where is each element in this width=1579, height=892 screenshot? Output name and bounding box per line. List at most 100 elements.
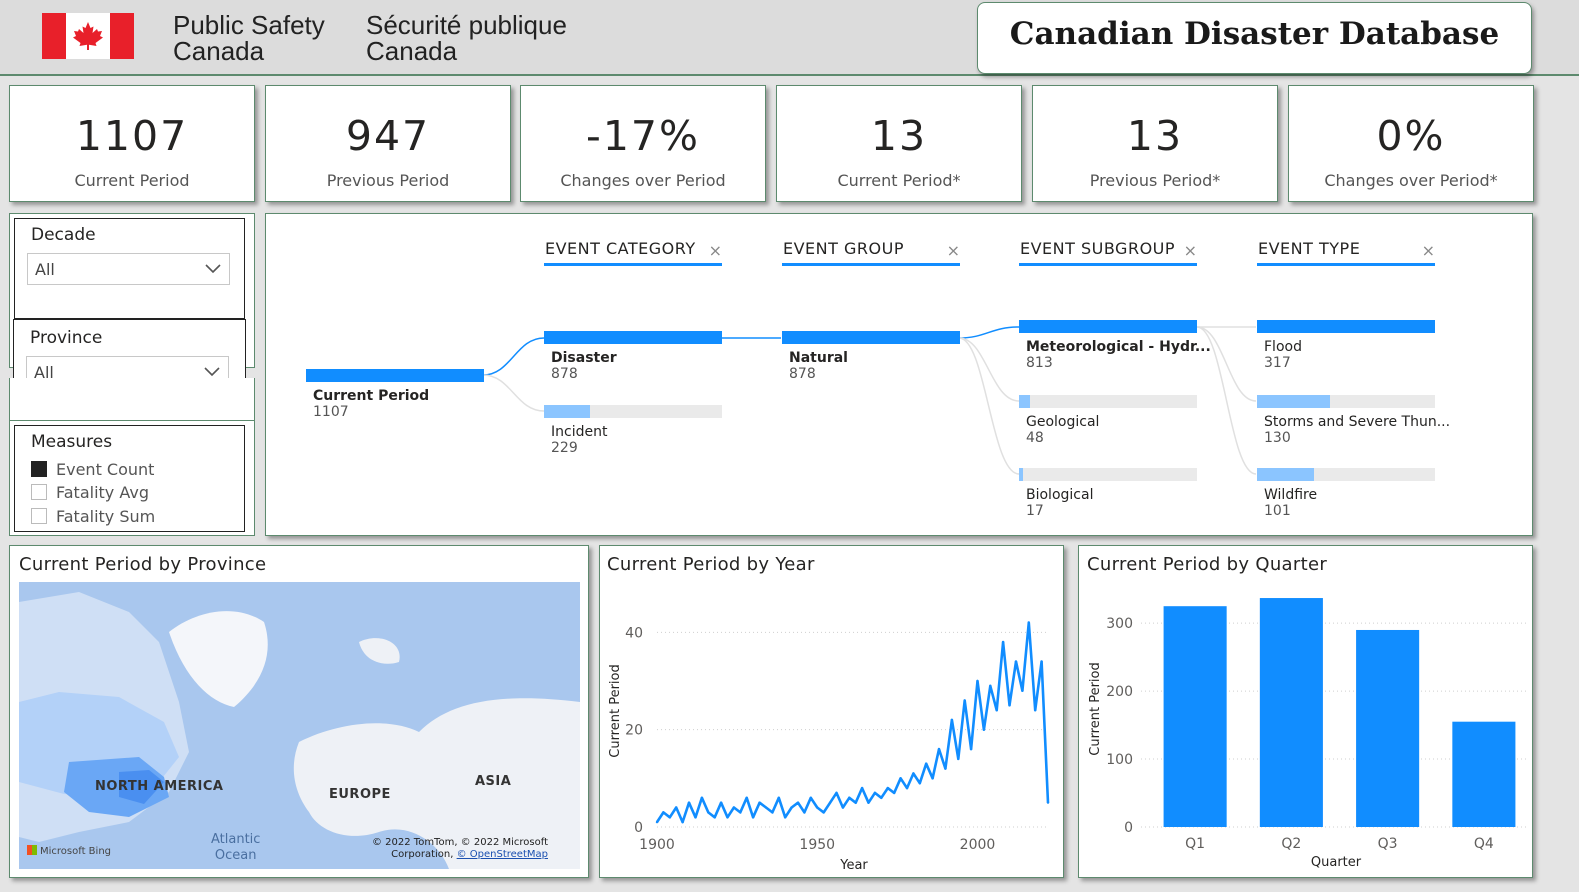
y-tick-label: 200 [1106, 684, 1133, 700]
x-axis-label: Quarter [1311, 855, 1362, 870]
tree-level-header-event-category[interactable]: EVENT CATEGORY × [544, 238, 722, 266]
decade-dropdown[interactable]: All [27, 253, 230, 285]
kpi-label: Current Period* [837, 171, 961, 190]
data-point [1008, 704, 1011, 707]
bar-chart[interactable]: 0 100 200 300 Q1 Q2 Q3 Q4 Quarter Current Period [1079, 546, 1534, 879]
map-label-atlantic-ocean: Atlantic Ocean [211, 832, 261, 863]
close-icon[interactable]: × [946, 241, 960, 260]
measures-slicer: Measures Event Count Fatality Avg Fatali… [9, 420, 255, 536]
line-chart[interactable]: 0 20 40 1900 1950 2000 Year Current Period [600, 546, 1065, 879]
close-icon[interactable]: × [1421, 241, 1435, 260]
province-map[interactable]: NORTH AMERICA EUROPE ASIA Atlantic Ocean… [19, 582, 580, 869]
data-point [668, 816, 672, 819]
openstreetmap-link[interactable]: © OpenStreetMap [456, 849, 548, 860]
kpi-card-current-period[interactable]: 1107 Current Period [9, 85, 255, 202]
data-point [694, 816, 697, 819]
measures-slicer-title: Measures [31, 432, 113, 452]
y-tick-label: 40 [625, 625, 643, 641]
data-point [732, 806, 736, 809]
bar-chart-visual: Current Period by Quarter 0 100 200 300 Q1 Q2… [1078, 545, 1533, 878]
data-point [1001, 640, 1005, 644]
data-point [989, 684, 992, 688]
data-point [764, 806, 768, 809]
data-point [1033, 709, 1037, 712]
tree-level-header-event-subgroup[interactable]: EVENT SUBGROUP × [1019, 238, 1197, 266]
data-point [880, 796, 883, 799]
kpi-value: 13 [870, 112, 928, 160]
data-point [739, 811, 742, 814]
measure-option-fatality-sum[interactable]: Fatality Sum [31, 507, 155, 526]
checkbox-unchecked[interactable] [31, 484, 47, 500]
microsoft-logo-icon [27, 845, 37, 855]
bar-q1 [1163, 606, 1227, 827]
data-point [950, 718, 954, 722]
tree-node-wildfire[interactable]: Wildfire 101 [1257, 468, 1435, 519]
line-chart-title: Current Period by Year [607, 554, 815, 575]
y-tick-label: 0 [634, 820, 643, 836]
data-point [828, 801, 832, 804]
decomposition-tree: EVENT CATEGORY × EVENT GROUP × EVENT SUB… [265, 213, 1533, 536]
data-point [675, 806, 678, 809]
tree-node-storms[interactable]: Storms and Severe Thun... 130 [1257, 395, 1450, 446]
tree-node-natural[interactable]: Natural 878 [782, 331, 960, 382]
line-chart-visual: Current Period by Year 0 20 40 1900 1950 2000… [599, 545, 1064, 878]
canada-flag-icon [42, 13, 134, 59]
checkbox-checked[interactable] [31, 461, 47, 477]
kpi-value: 1107 [75, 112, 189, 160]
kpi-card-changes-over-period[interactable]: -17% Changes over Period [520, 85, 766, 202]
tree-node-incident[interactable]: Incident 229 [544, 405, 722, 456]
checkbox-unchecked[interactable] [31, 508, 47, 524]
kpi-label: Changes over Period* [1324, 171, 1498, 190]
data-point [655, 820, 659, 824]
x-tick-label: 2000 [960, 837, 996, 853]
bar-q3 [1356, 629, 1420, 827]
data-point [969, 747, 973, 751]
kpi-label: Changes over Period [560, 171, 726, 190]
kpi-card-changes-over-period-star[interactable]: 0% Changes over Period* [1288, 85, 1534, 202]
tree-node-flood[interactable]: Flood 317 [1257, 320, 1435, 371]
x-tick-label: Q4 [1474, 836, 1494, 852]
data-point [745, 796, 748, 799]
data-point [771, 811, 774, 814]
data-point [963, 699, 966, 702]
bar-chart-title: Current Period by Quarter [1087, 554, 1328, 575]
series-line [655, 621, 1050, 824]
data-point [700, 796, 704, 799]
tree-node-biological[interactable]: Biological 17 [1019, 468, 1197, 519]
data-point [707, 811, 710, 814]
tree-node-geological[interactable]: Geological 48 [1019, 395, 1197, 446]
data-point [777, 796, 780, 799]
data-point [1046, 801, 1050, 804]
measure-option-event-count[interactable]: Event Count [31, 460, 154, 479]
map-visual-title: Current Period by Province [19, 554, 267, 575]
kpi-label: Previous Period* [1089, 171, 1221, 190]
org-name-english: Public Safety Canada [173, 10, 325, 66]
data-point [899, 777, 902, 780]
data-point [790, 806, 793, 809]
tree-level-header-event-type[interactable]: EVENT TYPE × [1257, 238, 1435, 266]
y-tick-label: 300 [1106, 616, 1133, 632]
y-tick-label: 0 [1124, 820, 1133, 836]
data-point [925, 762, 928, 765]
tree-node-meteorological-hydrological[interactable]: Meteorological - Hydr... 813 [1019, 320, 1211, 371]
kpi-card-previous-period[interactable]: 947 Previous Period [265, 85, 511, 202]
data-point [995, 709, 998, 712]
kpi-card-current-period-star[interactable]: 13 Current Period* [776, 85, 1022, 202]
report-title-box: Canadian Disaster Database [977, 2, 1532, 74]
measure-option-fatality-avg[interactable]: Fatality Avg [31, 483, 149, 502]
kpi-card-previous-period-star[interactable]: 13 Previous Period* [1032, 85, 1278, 202]
tree-node-disaster[interactable]: Disaster 878 [544, 331, 722, 382]
chevron-down-icon [204, 367, 220, 377]
data-point [809, 796, 813, 799]
data-point [931, 777, 934, 780]
data-point [912, 772, 915, 775]
tree-level-header-event-group[interactable]: EVENT GROUP × [782, 238, 960, 266]
close-icon[interactable]: × [1183, 241, 1197, 260]
province-selected-value: All [34, 363, 54, 382]
data-point [822, 811, 825, 814]
close-icon[interactable]: × [708, 241, 722, 260]
x-tick-label: 1900 [639, 837, 675, 853]
tree-node-root[interactable]: Current Period 1107 [306, 369, 484, 420]
data-point [976, 679, 979, 683]
decade-selected-value: All [35, 260, 55, 279]
